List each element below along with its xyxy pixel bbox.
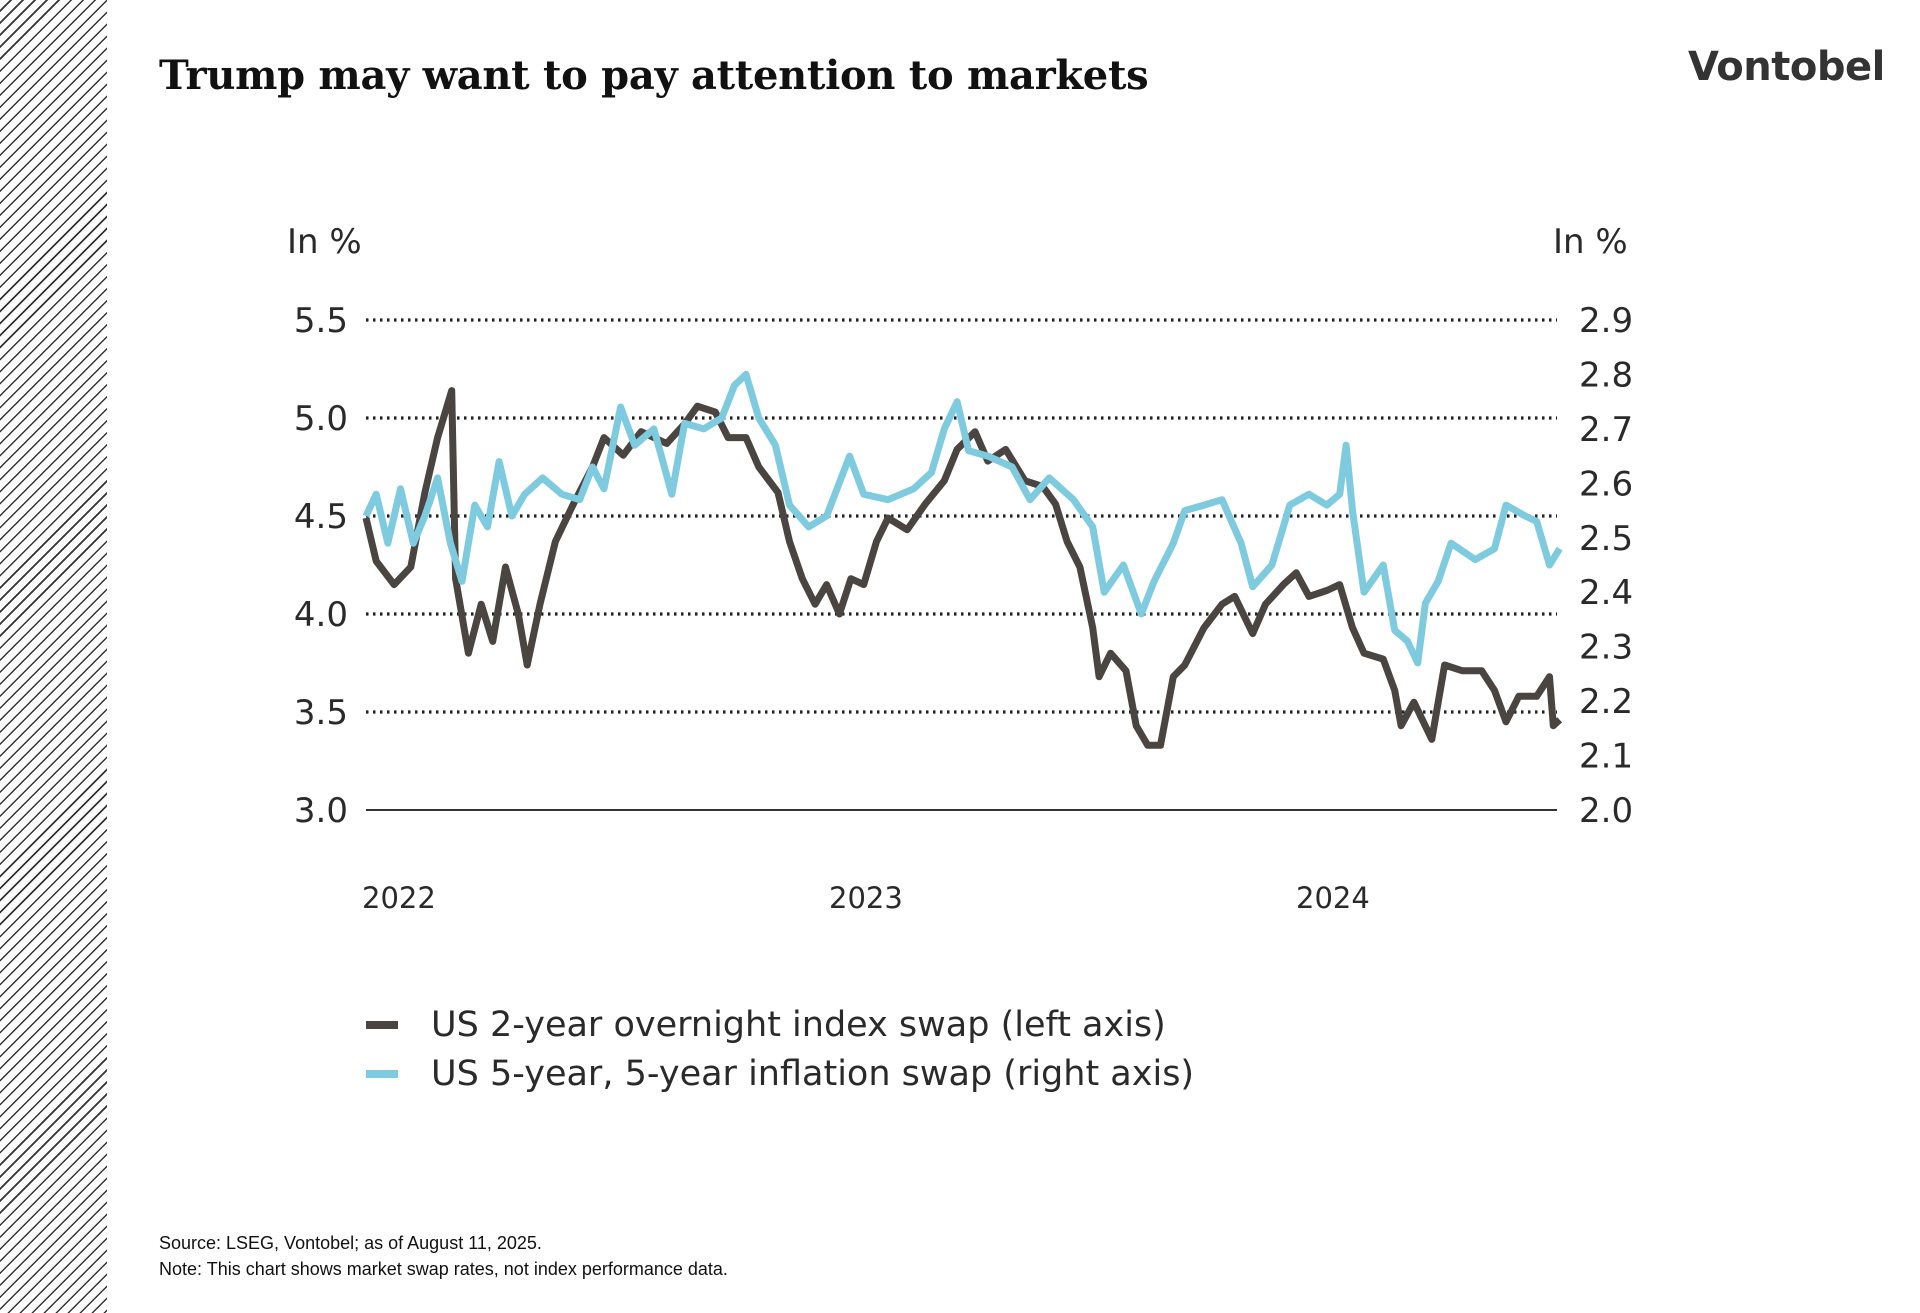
right-tick-label: 2.4 xyxy=(1579,573,1633,613)
right-tick-label: 2.3 xyxy=(1579,628,1633,668)
right-tick-label: 2.0 xyxy=(1579,791,1633,831)
right-tick-label: 2.5 xyxy=(1579,519,1633,559)
right-tick-label: 2.6 xyxy=(1579,464,1633,504)
source-note: Source: LSEG, Vontobel; as of August 11,… xyxy=(159,1233,542,1253)
left-axis-label: In % xyxy=(287,222,362,262)
right-tick-label: 2.1 xyxy=(1579,737,1633,777)
page-title: Trump may want to pay attention to marke… xyxy=(159,52,1149,99)
legend-label: US 5-year, 5-year inflation swap (right … xyxy=(431,1053,1195,1094)
x-tick-label: 2024 xyxy=(1296,881,1370,915)
x-tick-label: 2023 xyxy=(829,881,903,915)
legend: US 2-year overnight index swap (left axi… xyxy=(366,1000,1194,1098)
left-tick-label: 3.5 xyxy=(294,693,348,733)
left-tick-label: 4.5 xyxy=(294,497,348,537)
disclaimer-note: Note: This chart shows market swap rates… xyxy=(159,1259,728,1279)
right-tick-label: 2.9 xyxy=(1579,301,1633,341)
legend-item-ois: US 2-year overnight index swap (left axi… xyxy=(366,1000,1194,1049)
left-tick-label: 4.0 xyxy=(294,595,348,635)
right-axis-label: In % xyxy=(1553,222,1628,262)
right-tick-label: 2.8 xyxy=(1579,355,1633,395)
legend-swatch-dark xyxy=(366,1020,398,1029)
legend-swatch-light xyxy=(366,1069,398,1078)
right-tick-label: 2.2 xyxy=(1579,682,1633,722)
vontobel-logo: Vontobel xyxy=(1688,44,1885,90)
series-line-us-5y5y-inflation-swap xyxy=(362,370,1563,667)
decorative-hatch-strip xyxy=(0,0,107,1313)
left-tick-label: 5.5 xyxy=(294,301,348,341)
left-tick-label: 5.0 xyxy=(294,399,348,439)
right-tick-label: 2.7 xyxy=(1579,410,1633,450)
legend-label: US 2-year overnight index swap (left axi… xyxy=(431,1004,1166,1045)
legend-item-inflation-swap: US 5-year, 5-year inflation swap (right … xyxy=(366,1049,1194,1098)
x-tick-label: 2022 xyxy=(362,881,436,915)
series-line-us-2y-ois xyxy=(362,387,1563,749)
left-tick-label: 3.0 xyxy=(294,791,348,831)
